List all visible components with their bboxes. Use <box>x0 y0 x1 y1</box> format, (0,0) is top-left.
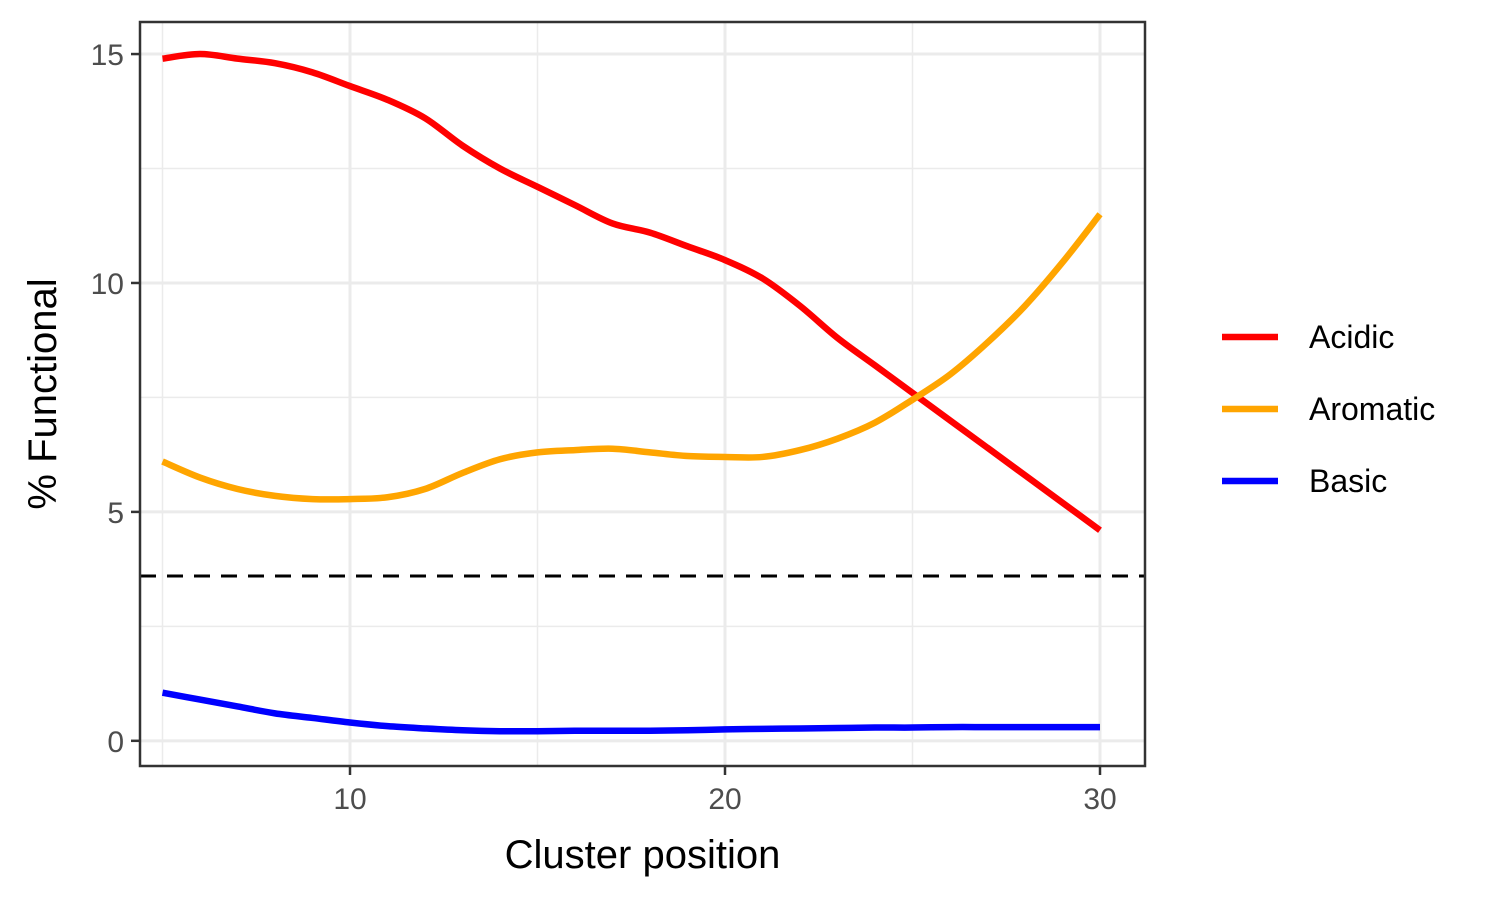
legend-label-acidic: Acidic <box>1309 319 1394 355</box>
x-tick-label: 30 <box>1083 783 1116 816</box>
y-tick-label: 5 <box>107 497 124 530</box>
y-tick-label: 15 <box>91 39 124 72</box>
y-tick-label: 0 <box>107 726 124 759</box>
legend-label-aromatic: Aromatic <box>1309 391 1435 427</box>
axis-layer: 10 20 30 0 5 10 15 <box>91 39 1117 816</box>
series-line-acidic <box>162 50 1102 533</box>
panel-border <box>138 20 1147 768</box>
x-axis-title: Cluster position <box>505 833 781 877</box>
grid-layer <box>140 22 1145 766</box>
y-tick-label: 10 <box>91 268 124 301</box>
series-line-basic <box>161 689 1100 735</box>
series-line-aromatic <box>161 212 1103 503</box>
legend-label-basic: Basic <box>1309 463 1387 499</box>
series-layer <box>161 50 1103 735</box>
x-tick-label: 10 <box>333 783 366 816</box>
legend: Acidic Aromatic Basic <box>1222 319 1435 499</box>
x-tick-label: 20 <box>708 783 741 816</box>
y-axis-title: % Functional <box>21 278 65 509</box>
